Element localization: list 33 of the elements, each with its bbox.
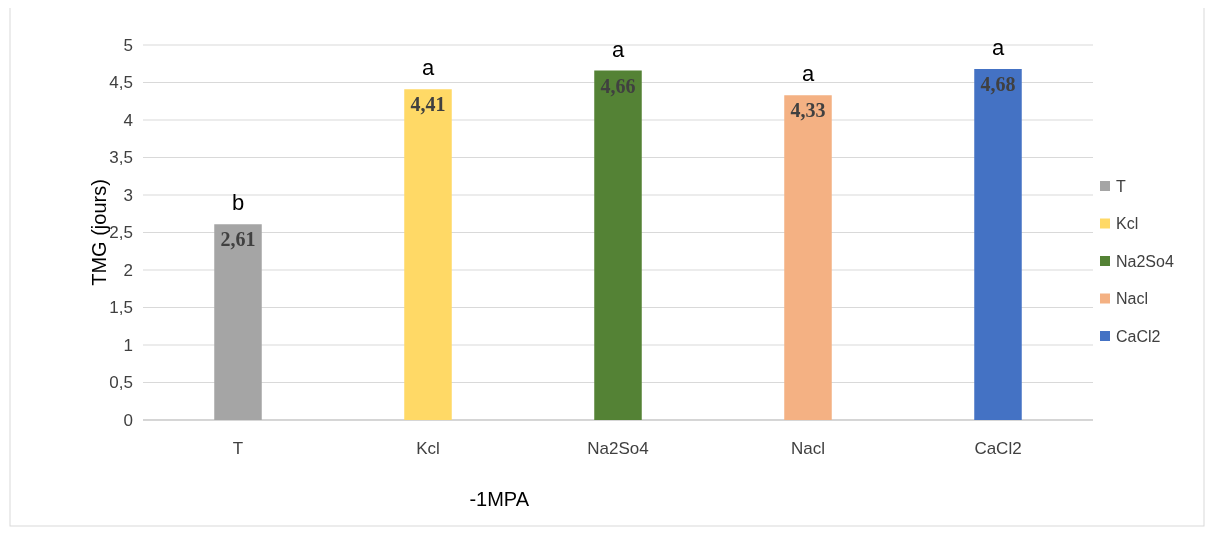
legend-label: Nacl [1116,290,1149,308]
legend-label: Na2So4 [1116,252,1174,270]
y-tick-label: 0 [123,410,133,430]
y-tick-label: 3,5 [109,148,133,168]
data-label: 2,61 [220,228,256,251]
y-tick-label: 4,5 [109,73,133,93]
y-tick-label: 2,5 [109,223,133,243]
legend-label: T [1116,177,1126,195]
y-tick-label: 3 [123,185,133,205]
data-label: 4,66 [600,74,636,97]
x-tick-label: CaCl2 [974,439,1022,458]
data-label: 4,68 [980,73,1016,95]
annotation: a [421,55,435,81]
x-tick-label: T [232,439,244,458]
y-tick-label: 2 [123,260,133,280]
annotation: a [801,61,815,87]
x-axis-title: -1MPA [469,488,530,510]
data-label: 4,33 [790,99,826,122]
annotation: a [991,35,1005,60]
annotation: b [231,190,245,216]
y-tick-label: 1 [123,335,133,355]
y-tick-label: 0,5 [109,373,133,393]
x-tick-label: Na2So4 [587,439,649,458]
y-tick-label: 5 [123,35,133,55]
legend-label: CaCl2 [1116,327,1161,345]
y-tick-label: 4 [123,110,133,130]
annotation: a [611,36,625,62]
y-tick-label: 1,5 [109,298,133,318]
y-axis-title: TMG (jours) [88,179,110,286]
x-tick-label: Nacl [790,439,826,458]
x-tick-label: Kcl [416,439,440,458]
legend-label: Kcl [1116,215,1139,233]
data-label: 4,41 [410,93,446,116]
